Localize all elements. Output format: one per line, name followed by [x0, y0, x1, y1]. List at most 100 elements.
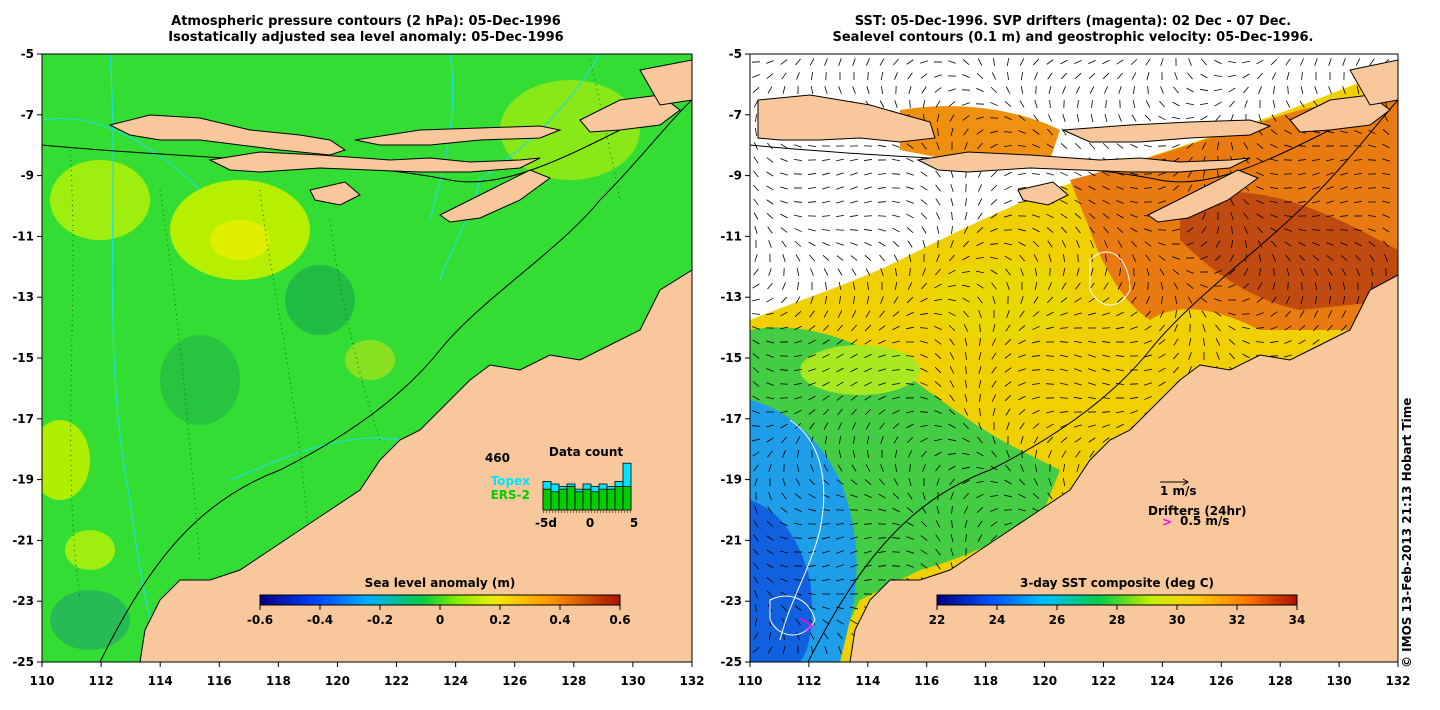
- velocity-arrow: [1298, 241, 1306, 247]
- velocity-arrow: [821, 229, 831, 231]
- velocity-arrow: [1301, 71, 1303, 81]
- velocity-arrow: [893, 58, 899, 66]
- velocity-arrow: [1256, 186, 1264, 190]
- velocity-arrow: [881, 85, 883, 95]
- velocity-arrow: [809, 58, 815, 66]
- velocity-arrow: [1339, 158, 1349, 162]
- velocity-arrow: [1354, 241, 1362, 247]
- velocity-arrow: [1033, 58, 1039, 66]
- velocity-arrow: [1339, 215, 1349, 217]
- velocity-arrow: [1215, 114, 1221, 122]
- sst-colorbar-ramp: [936, 594, 1298, 606]
- velocity-arrow: [948, 88, 956, 92]
- velocity-arrow: [1216, 352, 1220, 360]
- velocity-arrow: [1186, 283, 1194, 289]
- velocity-arrow: [1146, 296, 1150, 304]
- velocity-arrow: [1214, 270, 1222, 274]
- velocity-arrow: [780, 326, 788, 330]
- right-longitude-label: 116: [914, 674, 939, 688]
- velocity-arrow: [752, 395, 760, 401]
- velocity-arrow: [794, 241, 802, 247]
- velocity-arrow: [754, 254, 758, 262]
- sla-colorbar: Sea level anomaly (m) -0.6 -0.4 -0.2 0 0.2 0.…: [247, 576, 631, 627]
- velocity-arrow: [1297, 159, 1307, 161]
- right-longitude-label: 112: [796, 674, 821, 688]
- velocity-arrow: [752, 339, 760, 345]
- pressure-contour: [42, 118, 201, 191]
- velocity-arrow: [1090, 268, 1094, 276]
- data-count-xtick: 5: [630, 516, 638, 530]
- velocity-arrow: [1187, 72, 1193, 80]
- velocity-arrow: [836, 619, 844, 625]
- velocity-arrow: [1228, 269, 1236, 275]
- velocity-arrow: [962, 115, 970, 121]
- velocity-arrow: [1298, 325, 1306, 331]
- velocity-arrow: [1075, 226, 1081, 234]
- velocity-arrow: [1060, 368, 1068, 372]
- sla-contour: [259, 189, 311, 561]
- velocity-arrow: [1119, 267, 1121, 277]
- velocity-arrow: [962, 240, 970, 248]
- right-title-line1: SST: 05-Dec-1996. SVP drifters (magenta)…: [854, 14, 1292, 29]
- velocity-arrow: [1105, 99, 1107, 109]
- velocity-arrow: [864, 494, 872, 498]
- velocity-arrow: [837, 268, 843, 276]
- velocity-arrow: [949, 394, 955, 402]
- velocity-arrow: [1272, 254, 1276, 262]
- velocity-arrow: [753, 212, 759, 220]
- velocity-arrow: [850, 479, 858, 485]
- velocity-arrow: [908, 86, 912, 94]
- velocity-arrow: [1256, 143, 1264, 149]
- velocity-arrow: [1326, 172, 1334, 176]
- velocity-arrow: [989, 495, 999, 497]
- velocity-arrow: [766, 171, 774, 177]
- velocity-arrow: [851, 464, 857, 472]
- velocity-arrow: [894, 463, 898, 473]
- velocity-arrow: [1228, 325, 1236, 331]
- velocity-arrow: [766, 199, 774, 205]
- velocity-arrow: [1287, 85, 1289, 95]
- velocity-arrow: [1144, 354, 1152, 358]
- velocity-arrow: [936, 226, 940, 234]
- velocity-arrow: [1061, 226, 1067, 234]
- velocity-arrow: [976, 129, 984, 135]
- colorbar-tick-label: -0.6: [247, 613, 273, 627]
- velocity-arrow: [1188, 338, 1192, 346]
- velocity-arrow: [1312, 339, 1320, 345]
- velocity-arrow: [1004, 367, 1012, 373]
- velocity-arrow: [1132, 254, 1136, 262]
- sst-hottest-region: [1180, 191, 1398, 310]
- velocity-arrow: [1047, 72, 1053, 80]
- velocity-arrow: [895, 267, 897, 277]
- velocity-arrow: [907, 492, 913, 500]
- velocity-arrow: [1048, 282, 1052, 290]
- velocity-arrow: [1174, 295, 1178, 305]
- velocity-arrow: [836, 172, 844, 176]
- velocity-arrow: [1118, 86, 1122, 94]
- velocity-arrow: [1313, 324, 1319, 332]
- velocity-arrow: [850, 381, 858, 387]
- velocity-arrow: [1004, 394, 1012, 402]
- velocity-arrow: [962, 74, 970, 78]
- left-latitude-label: -23: [12, 594, 34, 608]
- velocity-arrow: [1060, 186, 1068, 190]
- velocity-arrow: [794, 310, 802, 318]
- velocity-arrow: [1327, 324, 1333, 332]
- velocity-arrow: [1299, 100, 1305, 108]
- left-longitude-label: 114: [148, 674, 173, 688]
- velocity-arrow: [1103, 226, 1109, 234]
- velocity-arrow: [1077, 253, 1079, 263]
- velocity-arrow: [1298, 254, 1306, 262]
- velocity-arrow: [878, 508, 886, 512]
- velocity-arrow: [864, 254, 872, 262]
- velocity-arrow: [766, 297, 774, 303]
- velocity-arrow: [963, 310, 969, 318]
- velocity-arrow: [1031, 173, 1041, 175]
- velocity-arrow: [1004, 522, 1012, 526]
- velocity-arrow: [780, 227, 788, 233]
- velocity-arrow: [753, 520, 759, 528]
- velocity-arrow: [962, 437, 970, 443]
- velocity-arrow: [1020, 71, 1024, 81]
- velocity-arrow: [1326, 200, 1334, 204]
- velocity-arrow: [767, 506, 773, 514]
